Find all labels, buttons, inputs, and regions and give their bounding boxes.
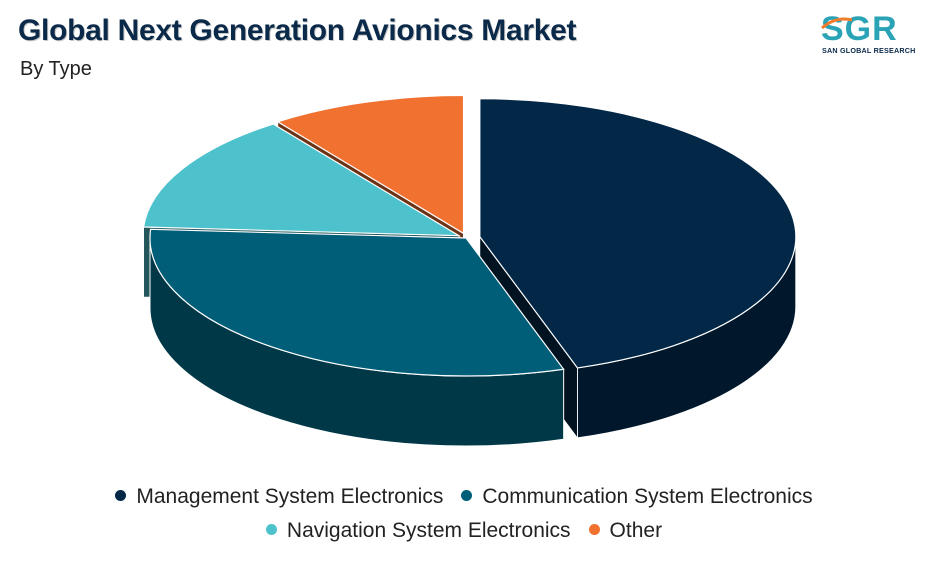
slice-communication-system-electronics <box>149 228 565 377</box>
legend-marker-icon <box>115 490 127 501</box>
legend-label: Other <box>609 519 663 542</box>
chart-subtitle: By Type <box>20 58 92 80</box>
legend-marker-icon <box>461 490 473 501</box>
legend-row: Navigation System Electronics Other <box>0 514 928 548</box>
legend-item: Management System Electronics <box>115 480 443 514</box>
legend-label: Navigation System Electronics <box>286 519 571 542</box>
sgr-logo: SGR SAN GLOBAL RESEARCH <box>821 10 916 55</box>
logo-tagline-text: SAN GLOBAL RESEARCH <box>822 46 916 55</box>
chart-title: Global Next Generation Avionics Market <box>18 14 577 47</box>
legend-label: Communication System Electronics <box>482 485 813 508</box>
chart-legend: Management System Electronics Communicati… <box>0 480 928 548</box>
logo-brand-text: SGR <box>821 10 898 48</box>
slice-management-system-electronics <box>479 98 797 369</box>
legend-item: Other <box>588 514 663 548</box>
slice-other <box>276 94 465 235</box>
legend-item: Navigation System Electronics <box>265 514 571 548</box>
legend-row: Management System Electronics Communicati… <box>0 480 928 514</box>
legend-item: Communication System Electronics <box>461 480 813 514</box>
legend-marker-icon <box>588 524 600 535</box>
logo-swoosh <box>821 17 853 30</box>
slice-navigation-system-electronics <box>142 123 462 237</box>
legend-label: Management System Electronics <box>136 485 444 508</box>
legend-marker-icon <box>265 524 277 535</box>
pie-chart <box>142 94 797 447</box>
